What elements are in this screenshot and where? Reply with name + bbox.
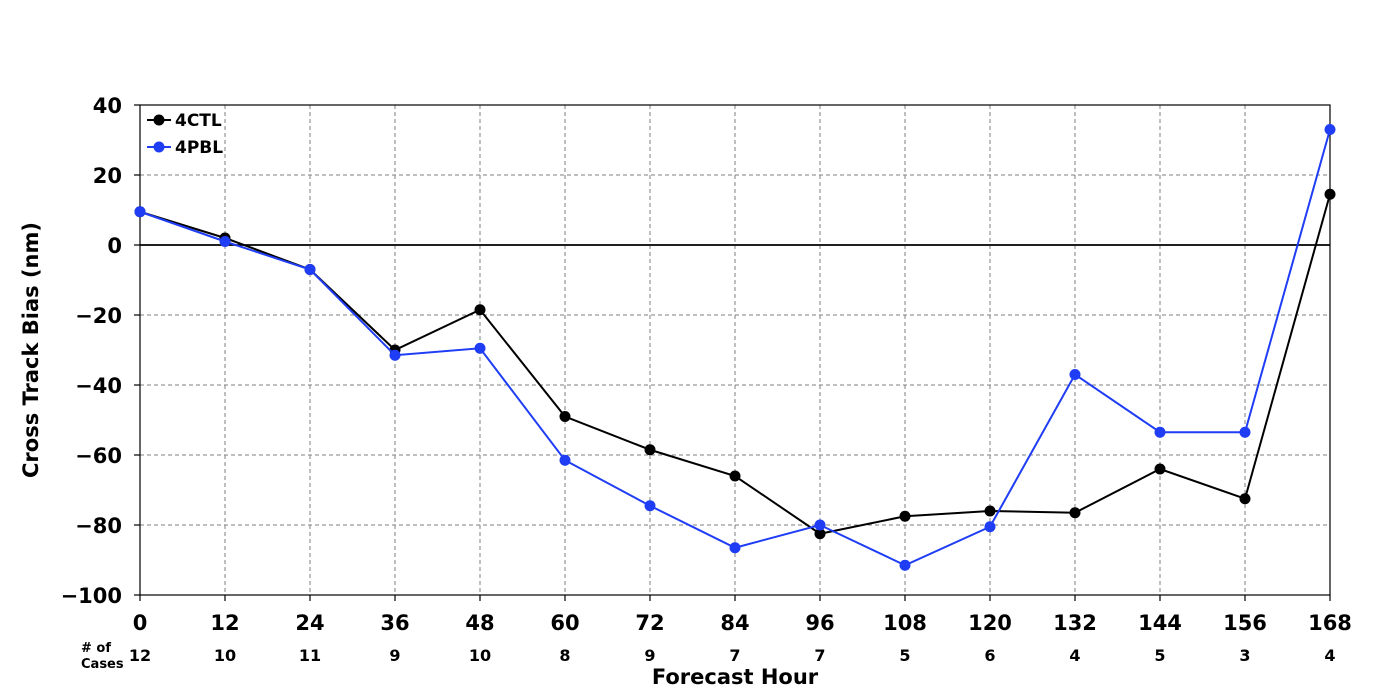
case-count: 5 xyxy=(1154,646,1165,665)
x-tick-label: 36 xyxy=(380,611,409,635)
x-tick-label: 84 xyxy=(720,611,749,635)
x-tick-label: 96 xyxy=(805,611,834,635)
data-point-4CTL xyxy=(729,470,741,482)
data-point-4PBL xyxy=(389,349,401,361)
grid-layer xyxy=(140,105,1330,595)
case-count: 7 xyxy=(729,646,740,665)
data-point-4PBL xyxy=(984,521,996,533)
legend-marker-4PBL xyxy=(153,141,165,153)
data-point-4PBL xyxy=(559,454,571,466)
data-point-4PBL xyxy=(899,559,911,571)
case-count: 12 xyxy=(129,646,151,665)
case-count: 7 xyxy=(814,646,825,665)
case-count: 10 xyxy=(214,646,236,665)
data-point-4PBL xyxy=(1154,426,1166,438)
case-count: 9 xyxy=(644,646,655,665)
legend-marker-4CTL xyxy=(153,114,165,126)
y-tick-label: −60 xyxy=(75,444,122,468)
x-tick-label: 120 xyxy=(968,611,1012,635)
case-count: 9 xyxy=(389,646,400,665)
data-point-4PBL xyxy=(1239,426,1251,438)
data-point-4CTL xyxy=(899,510,911,522)
series-4PBL xyxy=(134,124,1336,571)
data-point-4CTL xyxy=(1069,507,1081,519)
x-axis-title: Forecast Hour xyxy=(652,665,819,689)
cases-title-line2: Cases xyxy=(81,657,124,672)
case-count: 11 xyxy=(299,646,321,665)
data-point-4PBL xyxy=(644,500,656,512)
x-tick-label: 0 xyxy=(133,611,148,635)
data-point-4PBL xyxy=(219,236,231,247)
data-point-4CTL xyxy=(559,411,571,422)
data-point-4CTL xyxy=(644,444,656,456)
legend-label-4PBL: 4PBL xyxy=(175,138,223,158)
data-point-4CTL xyxy=(1324,188,1336,200)
tick-layer: 0 12 24 36 48 60 72 84 96 108 120 132 144 156 168 40 20 0… xyxy=(61,94,1352,635)
case-count: 8 xyxy=(559,646,570,665)
case-count: 4 xyxy=(1069,646,1080,665)
y-tick-label: 0 xyxy=(107,234,122,258)
y-tick-label: −80 xyxy=(75,514,122,538)
y-tick-label: −40 xyxy=(75,374,122,398)
y-tick-label: −20 xyxy=(75,304,122,328)
x-tick-label: 132 xyxy=(1053,611,1097,635)
x-tick-label: 156 xyxy=(1223,611,1267,635)
case-count: 3 xyxy=(1239,646,1250,665)
y-tick-label: 20 xyxy=(93,164,122,188)
case-count: 6 xyxy=(984,646,995,665)
x-tick-label: 48 xyxy=(465,611,494,635)
data-point-4PBL xyxy=(729,542,741,554)
data-point-4CTL xyxy=(474,304,486,316)
x-tick-label: 144 xyxy=(1138,611,1182,635)
data-point-4PBL xyxy=(1324,124,1336,135)
case-count: 10 xyxy=(469,646,491,665)
data-point-4CTL xyxy=(1239,493,1251,505)
data-point-4PBL xyxy=(304,264,316,275)
y-axis-title: Cross Track Bias (nm) xyxy=(19,222,43,478)
x-tick-label: 72 xyxy=(635,611,664,635)
x-tick-label: 12 xyxy=(210,611,239,635)
legend-label-4CTL: 4CTL xyxy=(175,111,222,131)
data-point-4PBL xyxy=(814,519,826,531)
cases-layer: # of Cases 12 10 11 9 10 8 9 7 7 5 6 4 5 3 4 xyxy=(81,641,1336,672)
data-point-4CTL xyxy=(1154,463,1166,475)
case-count: 5 xyxy=(899,646,910,665)
y-tick-label: −100 xyxy=(61,584,122,608)
case-count: 4 xyxy=(1324,646,1335,665)
x-tick-label: 168 xyxy=(1308,611,1352,635)
data-point-4CTL xyxy=(984,505,996,517)
data-point-4CTL xyxy=(814,528,826,540)
series-layer xyxy=(134,124,1336,571)
x-tick-label: 24 xyxy=(295,611,324,635)
data-point-4PBL xyxy=(134,206,146,218)
y-tick-label: 40 xyxy=(93,94,122,118)
data-point-4PBL xyxy=(474,342,486,354)
legend: 4CTL 4PBL xyxy=(147,111,223,158)
x-tick-label: 108 xyxy=(883,611,927,635)
x-tick-label: 60 xyxy=(550,611,579,635)
data-point-4PBL xyxy=(1069,369,1081,380)
cases-title-line1: # of xyxy=(81,641,111,656)
